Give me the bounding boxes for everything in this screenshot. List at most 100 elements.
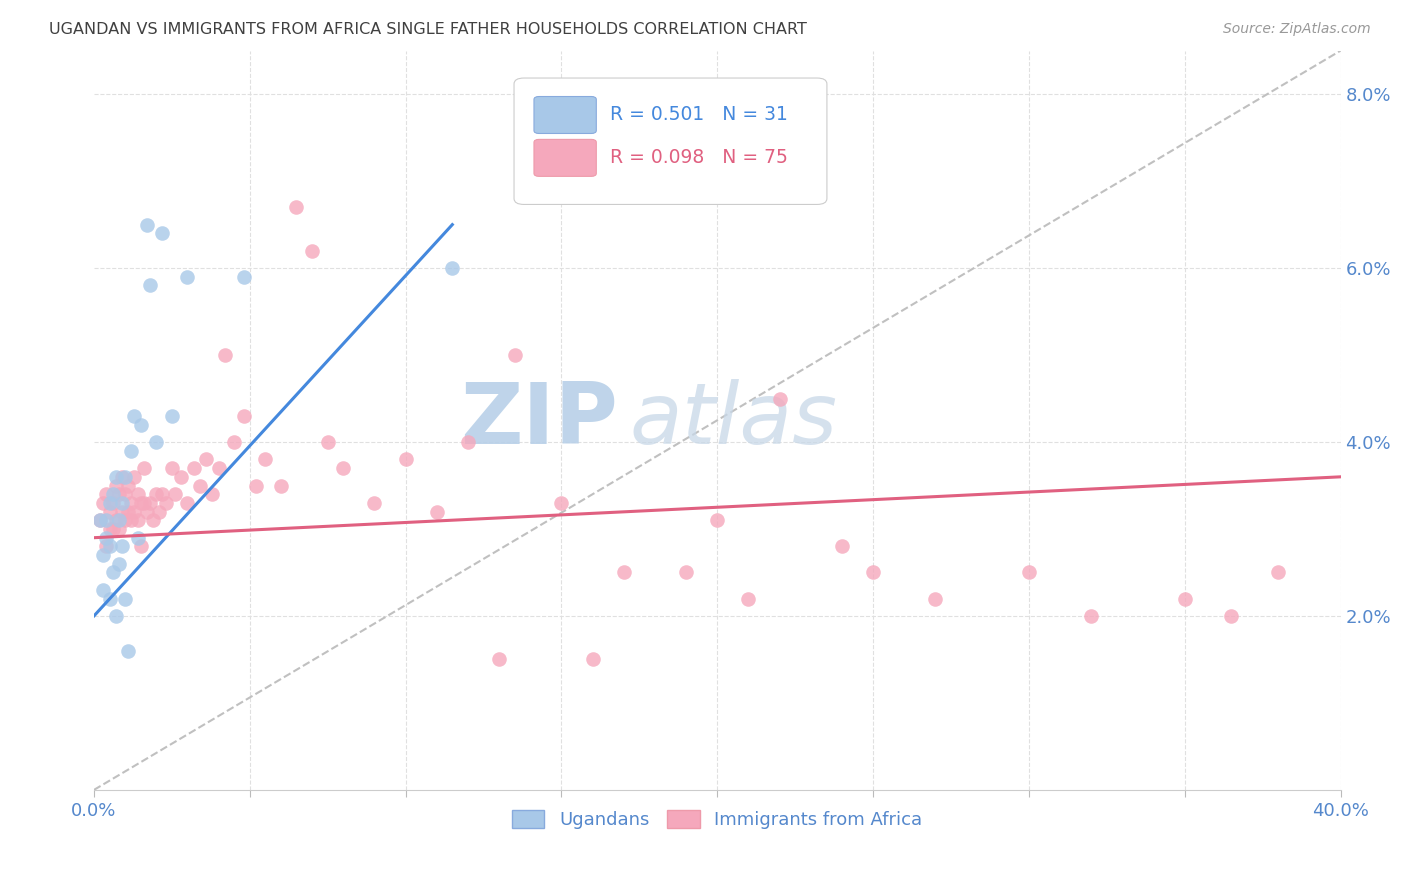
Point	[488, 652, 510, 666]
Point	[1174, 591, 1197, 606]
Point	[101, 566, 124, 580]
Point	[135, 218, 157, 232]
Point	[613, 566, 636, 580]
Point	[139, 496, 162, 510]
Point	[862, 566, 884, 580]
Point	[224, 435, 246, 450]
Point	[96, 487, 118, 501]
Point	[120, 443, 142, 458]
Point	[737, 591, 759, 606]
Point	[768, 392, 790, 406]
Point	[124, 470, 146, 484]
Point	[98, 522, 121, 536]
Point	[924, 591, 946, 606]
Point	[301, 244, 323, 258]
Text: UGANDAN VS IMMIGRANTS FROM AFRICA SINGLE FATHER HOUSEHOLDS CORRELATION CHART: UGANDAN VS IMMIGRANTS FROM AFRICA SINGLE…	[49, 22, 807, 37]
Point	[285, 200, 308, 214]
Point	[160, 461, 183, 475]
Point	[232, 269, 254, 284]
Point	[104, 513, 127, 527]
Point	[270, 478, 292, 492]
Text: ZIP: ZIP	[460, 379, 617, 462]
Point	[111, 540, 134, 554]
Point	[1080, 609, 1102, 624]
FancyBboxPatch shape	[534, 139, 596, 177]
Point	[114, 513, 136, 527]
Point	[124, 505, 146, 519]
Text: atlas: atlas	[630, 379, 838, 462]
Point	[148, 505, 170, 519]
Point	[114, 591, 136, 606]
Point	[101, 487, 124, 501]
Point	[503, 348, 526, 362]
Point	[132, 496, 155, 510]
Point	[195, 452, 218, 467]
FancyBboxPatch shape	[534, 96, 596, 134]
Point	[170, 470, 193, 484]
Point	[332, 461, 354, 475]
Point	[129, 540, 152, 554]
Point	[139, 278, 162, 293]
Point	[1018, 566, 1040, 580]
Point	[441, 261, 464, 276]
Point	[581, 652, 603, 666]
Point	[111, 496, 134, 510]
FancyBboxPatch shape	[515, 78, 827, 204]
Point	[91, 496, 114, 510]
Point	[188, 478, 211, 492]
Point	[91, 548, 114, 562]
Point	[152, 227, 174, 241]
Point	[108, 487, 131, 501]
Point	[120, 513, 142, 527]
Point	[98, 505, 121, 519]
Point	[132, 461, 155, 475]
Point	[98, 540, 121, 554]
Point	[89, 513, 111, 527]
Point	[96, 513, 118, 527]
Point	[117, 505, 139, 519]
Point	[127, 487, 149, 501]
Point	[96, 531, 118, 545]
Point	[129, 496, 152, 510]
Point	[89, 513, 111, 527]
Point	[145, 435, 167, 450]
Point	[245, 478, 267, 492]
Point	[114, 470, 136, 484]
Point	[104, 609, 127, 624]
Legend: Ugandans, Immigrants from Africa: Ugandans, Immigrants from Africa	[505, 803, 929, 837]
Point	[127, 513, 149, 527]
Point	[316, 435, 339, 450]
Text: R = 0.098   N = 75: R = 0.098 N = 75	[610, 148, 787, 168]
Point	[96, 540, 118, 554]
Point	[214, 348, 236, 362]
Point	[201, 487, 224, 501]
Point	[1267, 566, 1289, 580]
Point	[101, 496, 124, 510]
Point	[363, 496, 385, 510]
Point	[108, 513, 131, 527]
Point	[457, 435, 479, 450]
Point	[831, 540, 853, 554]
Point	[1220, 609, 1243, 624]
Point	[706, 513, 728, 527]
Point	[104, 478, 127, 492]
Point	[91, 582, 114, 597]
Point	[254, 452, 277, 467]
Point	[114, 487, 136, 501]
Point	[426, 505, 449, 519]
Point	[111, 505, 134, 519]
Point	[176, 496, 198, 510]
Point	[232, 409, 254, 423]
Text: Source: ZipAtlas.com: Source: ZipAtlas.com	[1223, 22, 1371, 37]
Point	[145, 487, 167, 501]
Point	[101, 522, 124, 536]
Point	[124, 409, 146, 423]
Point	[394, 452, 416, 467]
Point	[176, 269, 198, 284]
Point	[160, 409, 183, 423]
Point	[675, 566, 697, 580]
Text: R = 0.501   N = 31: R = 0.501 N = 31	[610, 105, 787, 125]
Point	[207, 461, 229, 475]
Point	[127, 531, 149, 545]
Point	[98, 496, 121, 510]
